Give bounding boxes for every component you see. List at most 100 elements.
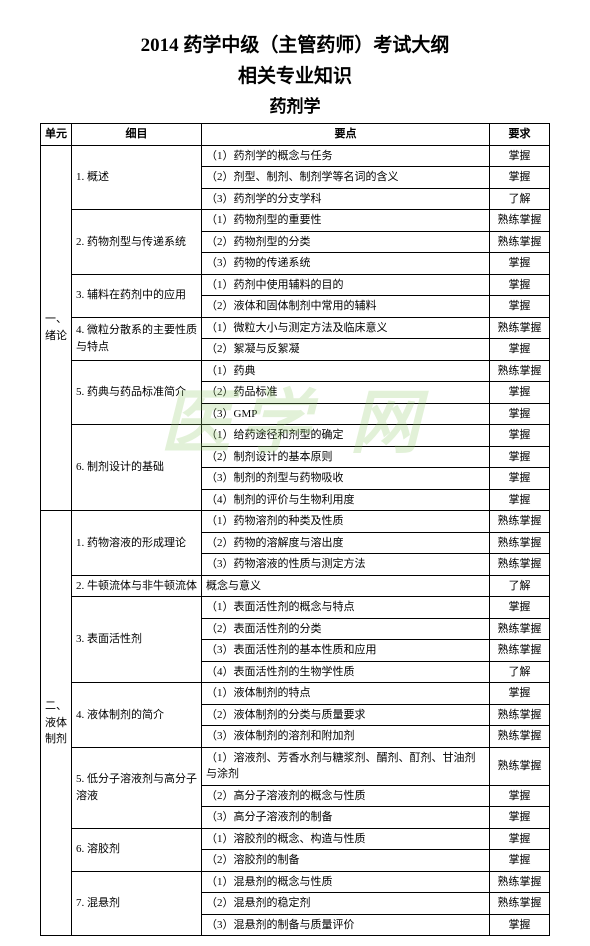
point-cell: （1）混悬剂的概念与性质 (202, 871, 490, 893)
req-cell: 熟练掌握 (490, 747, 550, 785)
subject-cell: 5. 药典与药品标准简介 (72, 360, 202, 425)
subject-cell: 4. 液体制剂的简介 (72, 683, 202, 748)
subject-cell: 6. 制剂设计的基础 (72, 425, 202, 511)
point-cell: （2）溶胶剂的制备 (202, 850, 490, 872)
point-cell: （2）药物的溶解度与溶出度 (202, 532, 490, 554)
req-cell: 掌握 (490, 425, 550, 447)
point-cell: （3）混悬剂的制备与质量评价 (202, 914, 490, 936)
point-cell: （3）高分子溶液剂的制备 (202, 807, 490, 829)
req-cell: 熟练掌握 (490, 618, 550, 640)
req-cell: 熟练掌握 (490, 231, 550, 253)
req-cell: 掌握 (490, 296, 550, 318)
point-cell: （1）药典 (202, 360, 490, 382)
table-row: 6. 溶胶剂（1）溶胶剂的概念、构造与性质掌握 (41, 828, 550, 850)
header-unit: 单元 (41, 124, 72, 146)
req-cell: 了解 (490, 575, 550, 597)
header-point: 要点 (202, 124, 490, 146)
point-cell: （3）药物的传递系统 (202, 253, 490, 275)
req-cell: 掌握 (490, 489, 550, 511)
table-row: 3. 辅料在药剂中的应用（1）药剂中使用辅料的目的掌握 (41, 274, 550, 296)
table-row: 4. 微粒分散系的主要性质与特点（1）微粒大小与测定方法及临床意义熟练掌握 (41, 317, 550, 339)
point-cell: （1）液体制剂的特点 (202, 683, 490, 705)
point-cell: （1）药物剂型的重要性 (202, 210, 490, 232)
table-row: 二、液体制剂1. 药物溶液的形成理论（1）药物溶剂的种类及性质熟练掌握 (41, 511, 550, 533)
point-cell: （2）絮凝与反絮凝 (202, 339, 490, 361)
req-cell: 了解 (490, 661, 550, 683)
table-row: 5. 低分子溶液剂与高分子溶液（1）溶液剂、芳香水剂与糖浆剂、醑剂、酊剂、甘油剂… (41, 747, 550, 785)
point-cell: （3）表面活性剂的基本性质和应用 (202, 640, 490, 662)
title-line-1: 2014 药学中级（主管药师）考试大纲 (40, 30, 550, 57)
req-cell: 掌握 (490, 597, 550, 619)
point-cell: （3）药剂学的分支学科 (202, 188, 490, 210)
req-cell: 熟练掌握 (490, 554, 550, 576)
point-cell: （2）表面活性剂的分类 (202, 618, 490, 640)
point-cell: （3）液体制剂的溶剂和附加剂 (202, 726, 490, 748)
req-cell: 熟练掌握 (490, 871, 550, 893)
subject-cell: 2. 药物剂型与传递系统 (72, 210, 202, 275)
table-row: 7. 混悬剂（1）混悬剂的概念与性质熟练掌握 (41, 871, 550, 893)
point-cell: （1）表面活性剂的概念与特点 (202, 597, 490, 619)
req-cell: 熟练掌握 (490, 511, 550, 533)
point-cell: （3）GMP (202, 403, 490, 425)
point-cell: 概念与意义 (202, 575, 490, 597)
req-cell: 掌握 (490, 828, 550, 850)
header-subject: 细目 (72, 124, 202, 146)
req-cell: 掌握 (490, 446, 550, 468)
req-cell: 熟练掌握 (490, 726, 550, 748)
point-cell: （1）溶胶剂的概念、构造与性质 (202, 828, 490, 850)
point-cell: （1）药物溶剂的种类及性质 (202, 511, 490, 533)
table-row: 2. 牛顿流体与非牛顿流体概念与意义了解 (41, 575, 550, 597)
subject-cell: 1. 药物溶液的形成理论 (72, 511, 202, 576)
point-cell: （2）液体和固体制剂中常用的辅料 (202, 296, 490, 318)
header-req: 要求 (490, 124, 550, 146)
req-cell: 熟练掌握 (490, 532, 550, 554)
point-cell: （2）药品标准 (202, 382, 490, 404)
point-cell: （4）表面活性剂的生物学性质 (202, 661, 490, 683)
req-cell: 掌握 (490, 167, 550, 189)
point-cell: （3）药物溶液的性质与测定方法 (202, 554, 490, 576)
req-cell: 掌握 (490, 807, 550, 829)
table-row: 2. 药物剂型与传递系统（1）药物剂型的重要性熟练掌握 (41, 210, 550, 232)
req-cell: 掌握 (490, 914, 550, 936)
point-cell: （2）制剂设计的基本原则 (202, 446, 490, 468)
syllabus-table: 单元 细目 要点 要求 一、绪论1. 概述（1）药剂学的概念与任务掌握（2）剂型… (40, 123, 550, 936)
point-cell: （1）微粒大小与测定方法及临床意义 (202, 317, 490, 339)
unit-cell: 二、液体制剂 (41, 511, 72, 936)
req-cell: 掌握 (490, 382, 550, 404)
req-cell: 熟练掌握 (490, 317, 550, 339)
subject-cell: 5. 低分子溶液剂与高分子溶液 (72, 747, 202, 828)
subject-cell: 4. 微粒分散系的主要性质与特点 (72, 317, 202, 360)
point-cell: （1）药剂学的概念与任务 (202, 145, 490, 167)
title-line-2: 相关专业知识 (40, 61, 550, 88)
point-cell: （2）剂型、制剂、制剂学等名词的含义 (202, 167, 490, 189)
req-cell: 熟练掌握 (490, 360, 550, 382)
req-cell: 掌握 (490, 403, 550, 425)
title-line-3: 药剂学 (40, 92, 550, 117)
req-cell: 熟练掌握 (490, 704, 550, 726)
req-cell: 掌握 (490, 339, 550, 361)
req-cell: 了解 (490, 188, 550, 210)
table-row: 6. 制剂设计的基础（1）给药途径和剂型的确定掌握 (41, 425, 550, 447)
req-cell: 掌握 (490, 683, 550, 705)
req-cell: 掌握 (490, 850, 550, 872)
point-cell: （2）混悬剂的稳定剂 (202, 893, 490, 915)
table-row: 一、绪论1. 概述（1）药剂学的概念与任务掌握 (41, 145, 550, 167)
subject-cell: 1. 概述 (72, 145, 202, 210)
table-row: 3. 表面活性剂（1）表面活性剂的概念与特点掌握 (41, 597, 550, 619)
point-cell: （2）药物剂型的分类 (202, 231, 490, 253)
subject-cell: 2. 牛顿流体与非牛顿流体 (72, 575, 202, 597)
point-cell: （3）制剂的剂型与药物吸收 (202, 468, 490, 490)
req-cell: 掌握 (490, 785, 550, 807)
point-cell: （4）制剂的评价与生物利用度 (202, 489, 490, 511)
point-cell: （1）药剂中使用辅料的目的 (202, 274, 490, 296)
req-cell: 熟练掌握 (490, 210, 550, 232)
point-cell: （1）溶液剂、芳香水剂与糖浆剂、醑剂、酊剂、甘油剂与涂剂 (202, 747, 490, 785)
req-cell: 掌握 (490, 274, 550, 296)
unit-cell: 一、绪论 (41, 145, 72, 511)
req-cell: 掌握 (490, 253, 550, 275)
req-cell: 熟练掌握 (490, 893, 550, 915)
subject-cell: 7. 混悬剂 (72, 871, 202, 936)
req-cell: 掌握 (490, 468, 550, 490)
table-row: 4. 液体制剂的简介（1）液体制剂的特点掌握 (41, 683, 550, 705)
subject-cell: 6. 溶胶剂 (72, 828, 202, 871)
